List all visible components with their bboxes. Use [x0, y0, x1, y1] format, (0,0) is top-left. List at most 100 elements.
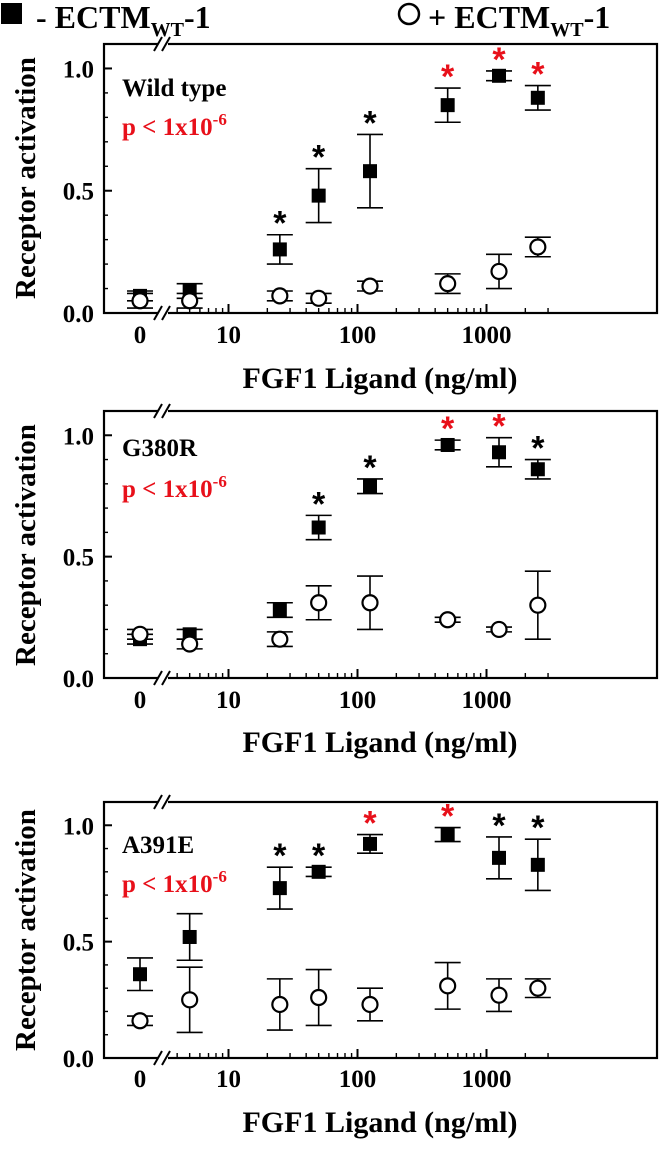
- p-value-text: p < 1x10: [122, 476, 213, 503]
- data-point-square: [492, 445, 507, 460]
- axis-break-mark: [161, 794, 171, 810]
- significance-star: *: [492, 408, 506, 446]
- legend-label-without-ectm: - ECTMWT-1: [36, 0, 211, 41]
- significance-star: *: [312, 139, 326, 177]
- panel-label: G380R: [122, 435, 198, 462]
- x-tick-label: 100: [339, 322, 377, 349]
- axis-break-mark: [161, 1050, 171, 1066]
- significance-star: *: [531, 809, 545, 847]
- axis-break-mark: [153, 670, 163, 686]
- significance-star: *: [312, 837, 326, 875]
- axis-break-gap: [158, 408, 168, 414]
- significance-star: *: [441, 58, 455, 96]
- data-point-circle: [181, 292, 199, 310]
- data-point-circle: [181, 991, 199, 1009]
- data-point-circle: [131, 1012, 149, 1030]
- chart-panel-2: 0.0 0.5 1.0 0 10 100 1000 FGF1 Ligand (ng/ml) Re…: [10, 403, 659, 759]
- y-axis-title: Receptor activation: [10, 424, 42, 666]
- y-axis-title: Receptor activation: [10, 57, 42, 299]
- x-tick-label: 1000: [462, 687, 512, 714]
- significance-star: *: [441, 798, 455, 836]
- axis-break-mark: [153, 794, 163, 810]
- data-point-square: [182, 929, 197, 944]
- x-tick-label: 100: [339, 1066, 377, 1093]
- data-point-square: [311, 864, 326, 879]
- data-point-circle: [271, 995, 289, 1014]
- x-tick-label: 0: [134, 322, 147, 349]
- data-point-circle: [181, 635, 199, 653]
- chart-panel-1: 0.0 0.5 1.0 0 10 100 1000 FGF1 Ligand (ng/ml) Re…: [10, 36, 659, 395]
- panel-label: A391E: [122, 832, 194, 859]
- data-point-circle: [439, 611, 457, 629]
- axis-break-gap: [158, 41, 168, 47]
- data-point-circle: [131, 625, 149, 643]
- axis-break-mark: [153, 403, 163, 419]
- x-tick-label: 1000: [462, 1066, 512, 1093]
- y-tick-label: 1.0: [63, 813, 94, 840]
- axis-break-mark: [161, 36, 171, 52]
- plot-frame: [102, 42, 659, 315]
- data-point-circle: [490, 620, 508, 639]
- data-point-circle: [271, 630, 289, 648]
- data-point-square: [440, 98, 455, 113]
- axis-break-gap: [158, 310, 168, 316]
- y-tick-label: 0.0: [63, 1046, 94, 1073]
- axis-break-mark: [161, 305, 171, 321]
- data-point-circle: [439, 275, 457, 293]
- y-axis-title: Receptor activation: [10, 809, 42, 1051]
- series-with-ectm: [127, 961, 551, 1034]
- data-point-square: [492, 68, 507, 83]
- axis-break-mark: [153, 1050, 163, 1066]
- x-tick-label: 10: [216, 687, 241, 714]
- p-value-exponent: -6: [213, 867, 227, 886]
- data-point-square: [272, 242, 287, 257]
- data-point-circle: [310, 988, 328, 1007]
- significance-star: *: [531, 56, 545, 94]
- data-point-square: [440, 437, 455, 452]
- legend-filled-square-marker: [1, 3, 22, 24]
- y-tick-label: 1.0: [63, 56, 94, 83]
- x-tick-label: 10: [216, 1066, 241, 1093]
- plot-frame: [102, 409, 659, 680]
- p-value-exponent: -6: [213, 110, 227, 129]
- series-without-ectm: [127, 68, 551, 303]
- x-axis-title: FGF1 Ligand (ng/ml): [242, 362, 517, 395]
- data-point-circle: [271, 287, 289, 305]
- p-value-label: p < 1x10-6: [122, 110, 227, 141]
- y-tick-label: 0.5: [63, 179, 94, 206]
- data-point-square: [363, 836, 378, 851]
- significance-star: *: [441, 410, 455, 448]
- data-point-square: [440, 827, 455, 842]
- legend: - ECTMWT-1 + ECTMWT-1: [1, 0, 610, 41]
- legend-label-with-ectm: + ECTMWT-1: [428, 0, 610, 41]
- data-point-circle: [361, 995, 379, 1014]
- p-value-label: p < 1x10-6: [122, 867, 227, 898]
- data-point-circle: [529, 596, 547, 614]
- p-value-exponent: -6: [213, 472, 227, 491]
- y-tick-label: 0.5: [63, 545, 94, 572]
- data-point-square: [272, 881, 287, 896]
- significance-star: *: [492, 41, 506, 79]
- data-point-circle: [529, 238, 547, 256]
- y-tick-label: 0.0: [63, 666, 94, 693]
- chart-panel-3: 0.0 0.5 1.0 0 10 100 1000 FGF1 Ligand (ng/ml) Re…: [10, 794, 659, 1139]
- x-axis-title: FGF1 Ligand (ng/ml): [242, 726, 517, 759]
- y-tick-label: 0.0: [63, 301, 94, 328]
- plot-frame: [102, 800, 659, 1060]
- series-with-ectm: [127, 236, 551, 310]
- panel-label: Wild type: [122, 75, 226, 102]
- data-point-circle: [529, 979, 547, 997]
- data-point-square: [530, 90, 545, 105]
- series-without-ectm: [127, 436, 551, 647]
- significance-star: *: [312, 485, 326, 523]
- series-with-ectm: [127, 570, 551, 653]
- data-point-square: [133, 967, 147, 982]
- x-axis-title: FGF1 Ligand (ng/ml): [242, 1106, 517, 1139]
- axis-break-mark: [153, 36, 163, 52]
- data-point-circle: [361, 594, 379, 612]
- data-point-square: [363, 479, 378, 494]
- data-point-circle: [361, 277, 379, 295]
- significance-star: *: [273, 205, 287, 243]
- data-point-circle: [310, 594, 328, 612]
